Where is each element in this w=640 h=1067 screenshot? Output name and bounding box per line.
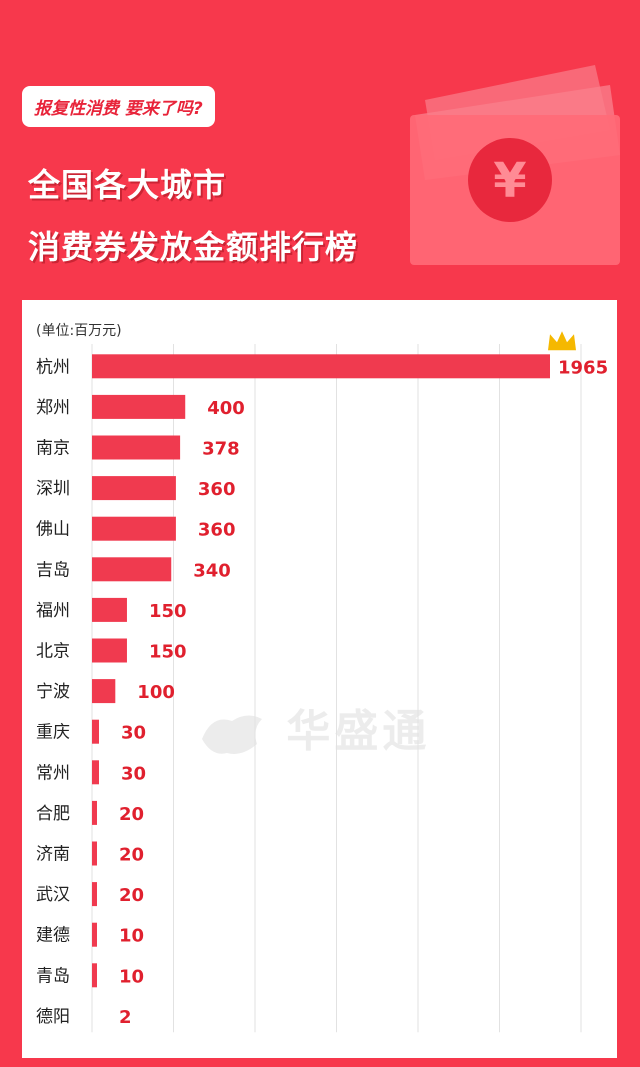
bar <box>92 963 97 988</box>
value-label: 360 <box>198 520 236 541</box>
bar-chart: 杭州 1965 郑州 400 南京 378 深圳 360 佛山 360 吉岛 340 福州 150 北京 15… <box>36 331 608 1033</box>
value-label: 378 <box>202 439 240 460</box>
value-label: 20 <box>119 885 144 906</box>
category-label: 济南 <box>36 845 70 865</box>
value-label: 10 <box>119 966 144 987</box>
value-label: 20 <box>119 845 144 866</box>
value-label: 100 <box>137 682 175 703</box>
value-label: 2 <box>119 1007 132 1028</box>
bar <box>92 922 97 947</box>
category-label: 重庆 <box>36 723 70 743</box>
category-label: 南京 <box>36 439 70 459</box>
value-label: 150 <box>149 601 187 622</box>
bar <box>92 760 99 785</box>
value-label: 10 <box>119 926 144 947</box>
category-label: 杭州 <box>36 357 70 377</box>
crown-icon <box>548 331 576 351</box>
bar <box>92 435 181 460</box>
bar <box>92 800 97 825</box>
value-label: 360 <box>198 479 236 500</box>
bar <box>92 841 97 866</box>
watermark: 华盛通 <box>197 695 430 759</box>
header-tag: 报复性消费 要来了吗? <box>22 86 215 127</box>
value-label: 30 <box>121 763 146 784</box>
category-label: 合肥 <box>36 804 70 824</box>
bull-logo-icon <box>202 715 262 754</box>
value-label: 150 <box>149 642 187 663</box>
watermark-text: 华盛通 <box>286 706 431 757</box>
bar <box>92 476 176 501</box>
category-label: 武汉 <box>36 885 70 905</box>
value-label: 340 <box>193 560 231 581</box>
bar <box>92 638 127 663</box>
category-label: 青岛 <box>36 966 70 986</box>
category-label: 北京 <box>36 642 70 662</box>
page-title-line2: 消费券发放金额排行榜 <box>28 228 359 266</box>
category-label: 常州 <box>36 763 70 783</box>
yen-icon: ¥ <box>493 153 526 209</box>
category-label: 建德 <box>36 926 70 946</box>
category-label: 吉岛 <box>36 560 70 580</box>
value-label: 400 <box>207 398 245 419</box>
value-label: 30 <box>121 723 146 744</box>
bar <box>92 597 127 622</box>
value-label: 20 <box>119 804 144 825</box>
category-label: 宁波 <box>36 682 70 702</box>
category-label: 深圳 <box>36 479 70 499</box>
category-label: 福州 <box>36 601 70 621</box>
category-label: 佛山 <box>36 520 70 540</box>
bar <box>92 679 116 704</box>
bar <box>92 882 97 907</box>
yen-circle <box>468 138 552 222</box>
bar <box>92 557 172 582</box>
unit-label: (单位:百万元) <box>36 323 122 339</box>
category-label: 德阳 <box>36 1007 70 1027</box>
bar <box>92 354 550 379</box>
bar <box>92 394 186 419</box>
chart-panel: 华盛通 杭州 1965 郑州 400 南京 378 深圳 360 佛山 360 吉岛 340 福州 150… <box>22 300 617 1058</box>
wallet-illustration: ¥ <box>410 65 620 265</box>
value-label: 1965 <box>558 357 608 378</box>
page-title-line1: 全国各大城市 <box>28 166 227 204</box>
bar <box>92 516 176 541</box>
bar <box>92 719 99 744</box>
category-label: 郑州 <box>36 398 70 418</box>
